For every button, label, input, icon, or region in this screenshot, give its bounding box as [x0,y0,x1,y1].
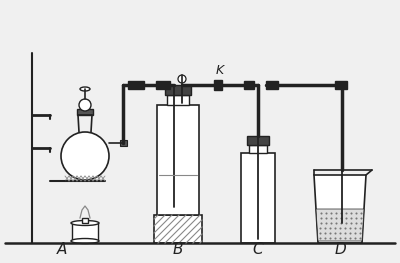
Bar [241,153,275,243]
Bar [167,95,189,105]
Bar [120,140,127,146]
Bar [247,136,269,145]
Bar [156,81,170,89]
Circle shape [178,75,186,83]
Text: K: K [216,64,224,77]
Bar [128,81,144,89]
Bar [154,215,202,243]
Ellipse shape [71,239,99,244]
Bar [72,223,98,241]
Polygon shape [316,209,364,241]
Bar [214,80,222,90]
Text: A: A [57,242,67,257]
Text: B: B [173,242,183,257]
Bar [77,109,93,115]
Bar [335,81,347,89]
Circle shape [79,99,91,111]
Bar [157,105,199,215]
Bar [165,85,191,95]
Bar [266,81,278,89]
Ellipse shape [80,87,90,91]
Ellipse shape [71,220,99,225]
Bar [244,81,254,89]
Text: D: D [334,242,346,257]
Text: C: C [253,242,263,257]
Bar [82,218,88,223]
Circle shape [61,132,109,180]
Bar [249,145,267,153]
Polygon shape [314,175,366,243]
